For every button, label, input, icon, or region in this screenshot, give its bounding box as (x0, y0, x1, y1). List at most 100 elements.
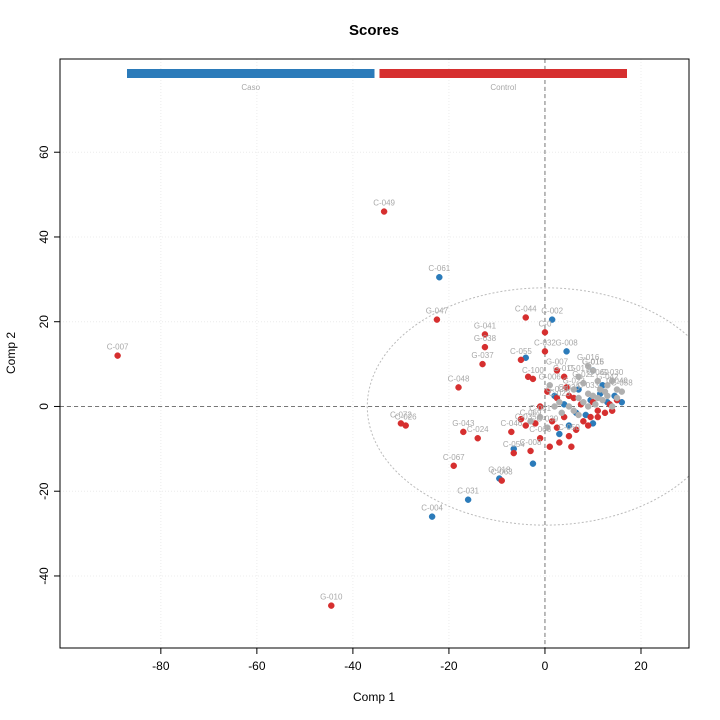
data-point (589, 367, 597, 374)
data-point (436, 273, 443, 281)
y-tick-label: -20 (37, 482, 51, 500)
data-point (508, 428, 515, 436)
data-point (596, 386, 604, 393)
point-label: G-030 (601, 368, 624, 377)
x-tick-label: -40 (344, 659, 362, 673)
confidence-ellipse-layer (366, 287, 689, 526)
point-label: G-015 (553, 364, 576, 373)
point-label: C-067 (443, 453, 465, 462)
point-label: C-081 (529, 404, 551, 413)
data-point (544, 424, 551, 431)
data-point (580, 418, 587, 425)
point-label: C-031 (457, 487, 479, 496)
point-label: G-007 (546, 357, 569, 366)
data-point (613, 394, 621, 402)
data-point (536, 434, 544, 442)
y-tick-label: 60 (37, 145, 51, 159)
data-point (498, 477, 505, 484)
data-point (594, 377, 602, 385)
data-point (575, 411, 582, 419)
point-label: C-026 (395, 413, 417, 422)
data-point (580, 398, 587, 406)
point-label: C-015 (582, 357, 604, 366)
point-label: G-010 (320, 593, 343, 602)
legend: Caso Control (127, 69, 627, 92)
data-point (584, 422, 592, 429)
y-tick-label: 0 (37, 403, 51, 410)
data-point (433, 316, 441, 323)
y-tick-label: 40 (37, 230, 51, 244)
point-label: C-032 (534, 338, 556, 347)
x-tick-label: -60 (248, 659, 266, 673)
point-label: C-007 (107, 343, 129, 352)
point-label: G-042 (596, 372, 619, 381)
y-tick-label: 20 (37, 315, 51, 329)
point-label: C-061 (428, 264, 450, 273)
data-point (450, 462, 457, 470)
data-point (601, 409, 609, 417)
point-label: G-025 (546, 385, 569, 394)
data-point (522, 422, 529, 429)
point-label: C-004 (421, 504, 443, 513)
point-label: C-054 (503, 440, 525, 449)
data-point (575, 394, 582, 402)
data-point (541, 329, 549, 336)
data-points (114, 208, 626, 609)
data-point (428, 513, 436, 520)
point-labels: C-061 C-002 C-004 C-031 G-018 G-008 G-016 C-007… (107, 199, 634, 602)
point-label: G-047 (426, 307, 449, 316)
data-point (546, 443, 554, 450)
data-point (402, 422, 409, 429)
data-point (608, 377, 616, 385)
data-point (481, 343, 489, 351)
data-point (529, 460, 537, 467)
point-label: C-002 (541, 307, 563, 316)
data-point (565, 432, 573, 440)
data-point (570, 407, 578, 414)
data-point (587, 413, 594, 421)
data-point (594, 407, 602, 414)
data-point (548, 316, 556, 323)
data-point (584, 362, 592, 370)
legend-label-caso: Caso (241, 83, 260, 92)
point-label: C-033 (577, 381, 599, 390)
data-point (558, 409, 566, 417)
data-point (618, 388, 626, 395)
point-label: C-023 (548, 389, 570, 398)
point-label: C-030 (558, 383, 580, 392)
legend-label-control: Control (490, 83, 516, 92)
point-label: C-049 (606, 377, 628, 386)
point-label: C-063 (491, 468, 513, 477)
data-point (556, 430, 563, 438)
point-label: C-008 (520, 438, 542, 447)
point-label: C-060 (587, 368, 609, 377)
data-point (524, 373, 532, 381)
x-tick-label: 0 (542, 659, 549, 673)
data-point (328, 602, 335, 609)
point-label: C-046 (500, 419, 522, 428)
data-point (474, 434, 481, 442)
x-axis-label: Comp 1 (353, 690, 395, 704)
point-label: G-043 (452, 419, 475, 428)
data-point (580, 379, 587, 387)
point-label: G-037 (471, 351, 494, 360)
point-label: C-017 (568, 364, 590, 373)
point-label: C-066 (529, 425, 551, 434)
data-point (548, 418, 556, 425)
data-point (604, 382, 611, 389)
data-point (380, 208, 388, 215)
data-point (546, 382, 554, 389)
point-label: G-038 (474, 334, 497, 343)
data-point (563, 348, 570, 355)
data-point (575, 373, 582, 381)
point-label: C-039 (536, 415, 558, 424)
x-tick-label: 20 (634, 659, 648, 673)
data-point (517, 356, 525, 364)
point-label: G-023 (563, 377, 586, 386)
point-label: C-050 (558, 423, 580, 432)
data-point (553, 424, 561, 431)
legend-bar-caso (127, 69, 375, 78)
data-point (556, 439, 563, 446)
legend-bar-control (379, 69, 627, 78)
